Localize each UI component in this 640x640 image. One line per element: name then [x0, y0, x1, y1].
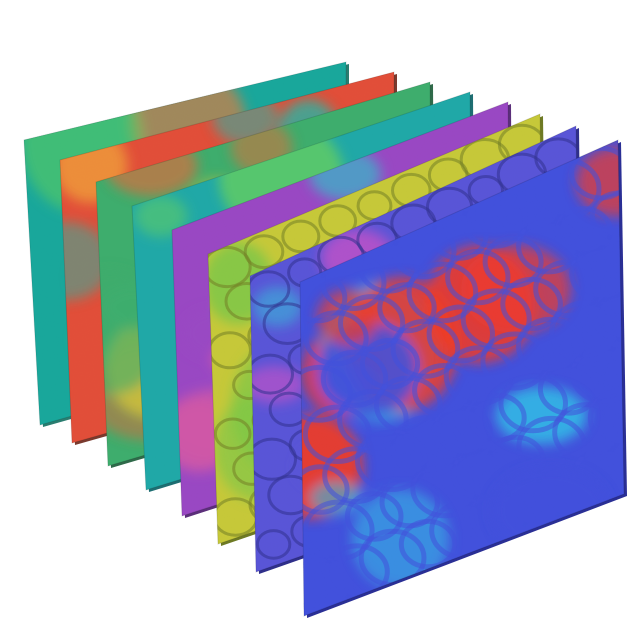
panel-8 [299, 139, 627, 618]
panel-layer [23, 61, 627, 618]
